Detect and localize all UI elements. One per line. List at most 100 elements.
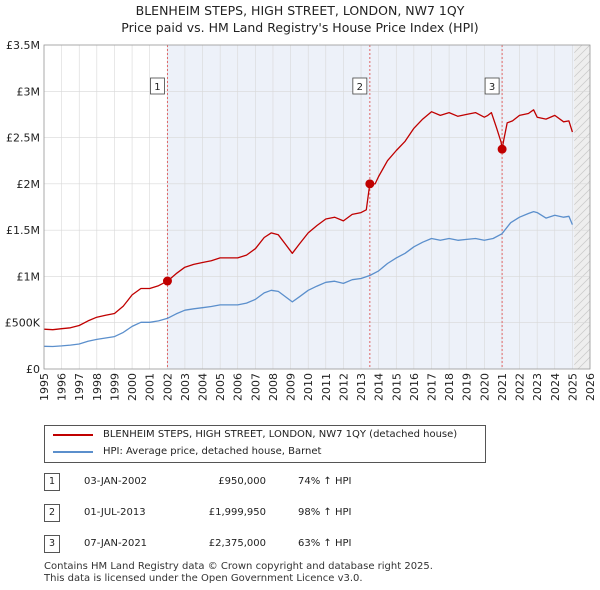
forecast-hatch	[574, 260, 590, 278]
forecast-hatch	[574, 308, 590, 326]
y-tick-label: £2.5M	[6, 132, 40, 145]
x-tick-label: 2010	[302, 373, 315, 401]
sale-point	[162, 276, 172, 286]
forecast-hatch	[574, 236, 590, 254]
sale-date: 07-JAN-2021	[84, 538, 148, 549]
sale-label-number: 2	[357, 82, 363, 93]
forecast-hatch	[574, 300, 590, 318]
forecast-hatch	[574, 0, 590, 5]
legend-item-hpi: HPI: Average price, detached house, Barn…	[53, 444, 473, 460]
y-tick-label: £0	[26, 363, 40, 376]
hpi-line	[43, 210, 573, 348]
x-tick-label: 2012	[337, 373, 350, 401]
sale-label-box	[150, 77, 165, 95]
x-tick-label: 2008	[267, 373, 280, 401]
plot-frame	[43, 44, 591, 370]
ownership-shade	[167, 45, 370, 369]
legend-swatch-hpi	[53, 451, 93, 453]
legend-item-property: BLENHEIM STEPS, HIGH STREET, LONDON, NW7…	[53, 427, 473, 443]
forecast-hatch	[574, 68, 590, 86]
sale-price: £1,999,950	[208, 507, 266, 518]
price-chart: 1 2 3 £0 £500K £1M £1.5M £2M £2.5M £3M £3.5M 1995 1…	[5, 0, 597, 401]
x-tick-label: 2024	[549, 373, 562, 401]
forecast-hatch	[574, 316, 590, 334]
sale-label-box	[484, 77, 500, 95]
forecast-hatch	[574, 100, 590, 118]
x-tick-label: 2014	[373, 373, 386, 401]
sale-label-number: 1	[154, 82, 160, 93]
sale-hpi-change: 63% ↑ HPI	[298, 538, 352, 549]
sale-label-box	[352, 77, 368, 95]
forecast-hatch	[574, 228, 590, 246]
x-tick-label: 2020	[478, 373, 491, 401]
x-tick-label: 2023	[531, 373, 544, 401]
forecast-hatch	[574, 108, 590, 126]
x-tick-label: 2011	[320, 373, 333, 401]
sale-hpi-change: 98% ↑ HPI	[298, 507, 352, 518]
forecast-hatch	[574, 348, 590, 366]
x-tick-label: 2013	[355, 373, 368, 401]
forecast-hatch	[574, 244, 590, 262]
forecast-hatch	[574, 13, 590, 29]
sale-row: 2 01-JUL-2013 £1,999,950 98% ↑ HPI	[44, 504, 484, 522]
sale-number-badge: 1	[44, 473, 60, 491]
forecast-hatch	[574, 92, 590, 110]
x-tick-label: 1996	[56, 373, 69, 401]
y-tick-label: £3.5M	[6, 39, 40, 52]
forecast-hatch	[574, 148, 590, 166]
forecast-hatch	[574, 220, 590, 238]
forecast-hatch	[574, 292, 590, 310]
sale-price: £2,375,000	[208, 538, 266, 549]
title-line-2: Price paid vs. HM Land Registry's House …	[121, 20, 479, 35]
forecast-hatch	[574, 124, 590, 142]
x-tick-label: 2002	[161, 373, 174, 401]
x-tick-label: 2015	[390, 373, 403, 401]
forecast-hatch	[574, 204, 590, 222]
sale-labels: 1 2 3	[150, 77, 500, 95]
sale-points	[162, 144, 507, 286]
forecast-hatch	[574, 45, 575, 46]
x-tick-label: 2022	[514, 373, 527, 401]
forecast-hatch	[574, 132, 590, 150]
forecast-hatch	[574, 21, 590, 37]
sale-label-number: 3	[489, 82, 495, 93]
forecast-hatch	[574, 5, 590, 21]
x-tick-label: 2017	[425, 373, 438, 401]
x-tick-label: 1995	[38, 373, 51, 401]
x-tick-label: 1998	[91, 373, 104, 401]
sale-hpi-change: 74% ↑ HPI	[298, 476, 352, 487]
y-tick-label: £3M	[17, 85, 41, 98]
x-tick-label: 1997	[73, 373, 86, 401]
forecast-hatch	[574, 52, 590, 70]
x-tick-label: 2019	[461, 373, 474, 401]
sale-number-badge: 3	[44, 535, 60, 553]
title-line-1: BLENHEIM STEPS, HIGH STREET, LONDON, NW7…	[135, 3, 465, 18]
y-tick-label: £1.5M	[6, 224, 40, 237]
plot-background	[44, 0, 590, 369]
forecast-hatch	[574, 196, 590, 214]
sale-row: 3 07-JAN-2021 £2,375,000 63% ↑ HPI	[44, 535, 484, 553]
x-tick-label: 2026	[584, 373, 597, 401]
legend-label-property: BLENHEIM STEPS, HIGH STREET, LONDON, NW7…	[103, 429, 458, 440]
legend-swatch-property	[53, 434, 93, 436]
forecast-hatch	[577, 356, 590, 369]
forecast-hatch	[574, 60, 590, 78]
x-tick-label: 2025	[566, 373, 579, 401]
sale-marker-lines	[166, 45, 503, 369]
footer: Contains HM Land Registry data © Crown c…	[44, 561, 584, 585]
footer-copyright: Contains HM Land Registry data © Crown c…	[44, 561, 433, 572]
forecast-hatch	[574, 0, 590, 13]
sale-number-badge: 2	[44, 504, 60, 522]
forecast-hatch	[574, 45, 590, 62]
x-tick-label: 2003	[179, 373, 192, 401]
x-tick-label: 1999	[108, 373, 121, 401]
chart-title: BLENHEIM STEPS, HIGH STREET, LONDON, NW7…	[0, 2, 600, 36]
forecast-hatch	[574, 324, 590, 342]
forecast-hatch	[574, 340, 590, 358]
forecast-hatch	[574, 332, 590, 350]
ownership-shade	[502, 45, 575, 369]
sale-row: 1 03-JAN-2002 £950,000 74% ↑ HPI	[44, 473, 484, 491]
forecast-region	[574, 45, 590, 369]
forecast-hatch	[574, 268, 590, 286]
x-tick-label: 2016	[408, 373, 421, 401]
